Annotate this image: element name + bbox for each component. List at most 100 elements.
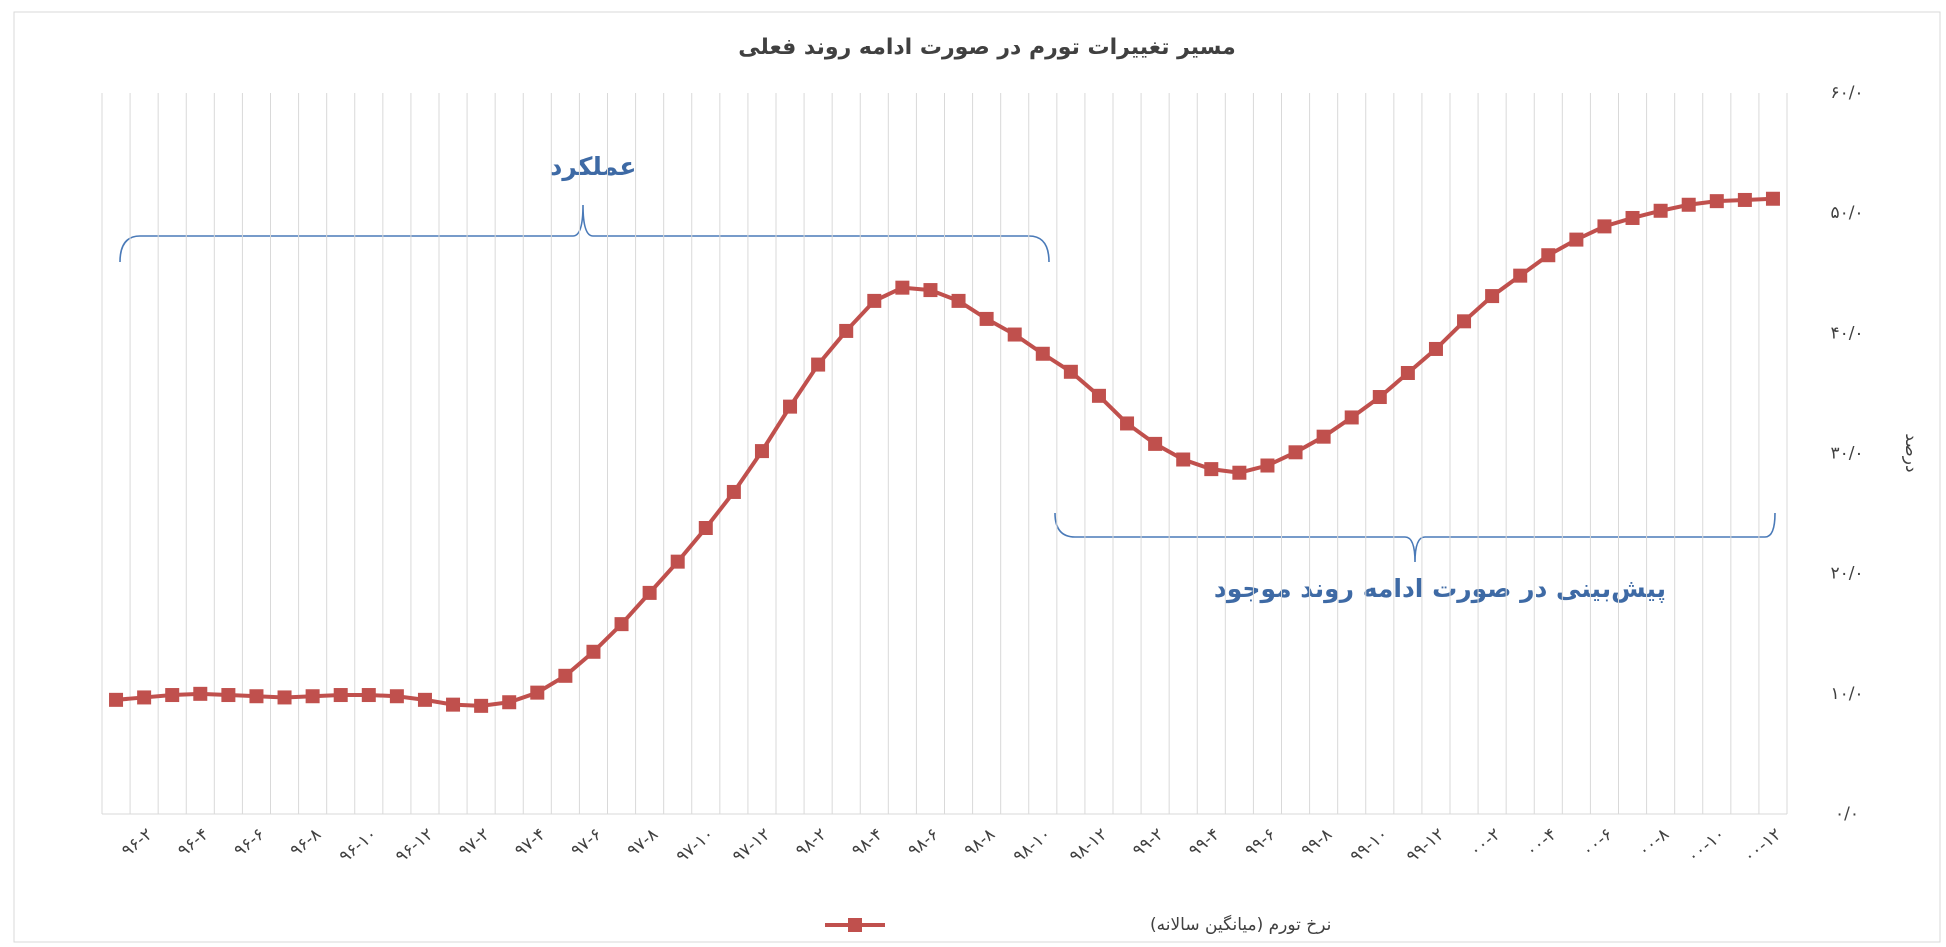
chart-frame <box>13 11 1941 943</box>
data-point <box>1625 210 1640 225</box>
y-axis-label: درصد <box>1901 433 1921 472</box>
x-tick-label: ۹۹-۶ <box>1241 824 1280 861</box>
data-point <box>530 685 545 700</box>
data-point <box>1063 364 1078 379</box>
data-point <box>923 283 938 298</box>
data-point <box>165 688 180 703</box>
data-point <box>1344 410 1359 425</box>
x-tick-label: ۹۶-۲ <box>118 824 157 861</box>
data-point <box>221 688 236 703</box>
x-tick-label: ۹۹-۴ <box>1185 824 1224 861</box>
data-point <box>1597 219 1612 234</box>
data-point <box>951 293 966 308</box>
data-point <box>1007 327 1022 342</box>
data-point <box>137 690 152 705</box>
x-tick-label: ۹۷-۲ <box>455 824 494 861</box>
data-point <box>1148 436 1163 451</box>
data-point <box>754 444 769 459</box>
data-point <box>614 617 629 632</box>
x-tick-label: ۰۰-۲ <box>1466 824 1505 861</box>
x-tick-label: ۹۷-۱۰ <box>673 824 719 867</box>
x-tick-label: ۰۰-۸ <box>1635 824 1674 861</box>
data-point <box>333 688 348 703</box>
x-tick-label: ۹۷-۶ <box>567 824 606 861</box>
x-tick-label: ۹۶-۴ <box>174 824 213 861</box>
data-point <box>474 698 489 713</box>
data-point <box>1709 194 1724 209</box>
y-tick-label: ۴۰/۰ <box>1830 323 1863 343</box>
data-point <box>1316 429 1331 444</box>
x-tick-label: ۹۷-۴ <box>511 824 550 861</box>
x-tick-label: ۹۹-۱۲ <box>1403 824 1449 867</box>
data-point <box>193 686 208 701</box>
data-point <box>109 692 124 707</box>
data-point <box>1232 465 1247 480</box>
data-point <box>1091 388 1106 403</box>
data-point <box>558 668 573 683</box>
data-point <box>1737 192 1752 207</box>
x-tick-label: ۹۷-۸ <box>624 824 663 861</box>
x-tick-label: ۹۹-۸ <box>1298 824 1337 861</box>
data-point <box>1260 458 1275 473</box>
data-point <box>586 644 601 659</box>
data-point <box>698 521 713 536</box>
y-tick-label: ۳۰/۰ <box>1830 444 1863 464</box>
data-point <box>1204 462 1219 477</box>
annotation: عملکرد <box>550 152 637 182</box>
data-point <box>1765 191 1780 206</box>
data-point <box>1400 365 1415 380</box>
x-tick-label: ۹۸-۶ <box>904 824 943 861</box>
data-point <box>670 554 685 569</box>
data-point <box>726 484 741 499</box>
data-point <box>389 689 404 704</box>
x-tick-label: ۰۰-۱۲ <box>1740 824 1786 867</box>
data-point <box>867 293 882 308</box>
x-tick-label: ۹۸-۲ <box>792 824 831 861</box>
data-point <box>1120 416 1135 431</box>
y-tick-label: ۶۰/۰ <box>1830 83 1863 103</box>
data-point <box>249 689 264 704</box>
x-tick-label: ۹۶-۱۰ <box>336 824 382 867</box>
y-tick-label: ۵۰/۰ <box>1830 203 1863 223</box>
data-point <box>783 399 798 414</box>
y-tick-label: ۲۰/۰ <box>1830 564 1863 584</box>
x-tick-label: ۹۷-۱۲ <box>729 824 775 867</box>
data-point <box>1428 341 1443 356</box>
bracket <box>119 204 1050 263</box>
data-point <box>502 695 517 710</box>
data-point <box>277 690 292 705</box>
x-tick-label: ۰۰-۱۰ <box>1684 824 1730 867</box>
legend-label: نرخ تورم (میانگین سالانه) <box>1150 914 1331 935</box>
data-point <box>811 357 826 372</box>
x-tick-label: ۹۹-۱۰ <box>1347 824 1393 867</box>
y-tick-label: ۰/۰ <box>1835 804 1859 824</box>
bracket <box>1054 512 1776 563</box>
x-tick-label: ۹۶-۸ <box>287 824 326 861</box>
data-point <box>1513 268 1528 283</box>
data-point <box>839 323 854 338</box>
data-point <box>361 688 376 703</box>
x-tick-label: ۹۸-۸ <box>961 824 1000 861</box>
x-tick-label: ۹۶-۱۲ <box>392 824 438 867</box>
data-point <box>895 280 910 295</box>
x-tick-label: ۹۹-۲ <box>1129 824 1168 861</box>
chart-title: مسیر تغییرات تورم در صورت ادامه روند فعل… <box>738 35 1236 60</box>
x-tick-label: ۹۸-۱۰ <box>1010 824 1056 867</box>
data-point <box>1035 346 1050 361</box>
legend-marker <box>848 918 862 932</box>
data-point <box>1541 248 1556 263</box>
data-point <box>446 697 461 712</box>
x-tick-label: ۹۸-۴ <box>848 824 887 861</box>
y-tick-label: ۱۰/۰ <box>1830 684 1863 704</box>
data-point <box>1569 232 1584 247</box>
data-point <box>1653 203 1668 218</box>
x-tick-label: ۹۶-۶ <box>230 824 269 861</box>
x-tick-label: ۰۰-۴ <box>1522 824 1561 861</box>
x-tick-label: ۹۸-۱۲ <box>1066 824 1112 867</box>
data-point <box>1288 445 1303 460</box>
data-point <box>1485 289 1500 304</box>
data-point <box>642 585 657 600</box>
data-point <box>305 689 320 704</box>
data-point <box>1372 390 1387 405</box>
